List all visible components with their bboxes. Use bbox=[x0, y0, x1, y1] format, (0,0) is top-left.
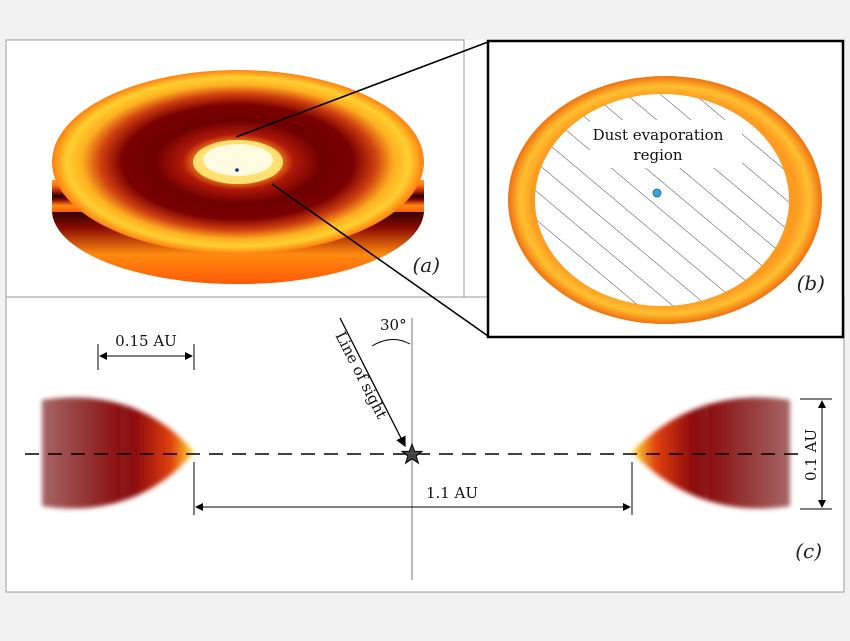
zoom-line-top bbox=[235, 41, 489, 138]
height-label: 0.1 AU bbox=[802, 429, 820, 481]
panel-a-label: (a) bbox=[412, 253, 440, 277]
region-text-bg bbox=[590, 120, 742, 168]
panel-b-label: (b) bbox=[797, 271, 825, 295]
central-star-b bbox=[652, 188, 662, 198]
angle-label: 30° bbox=[380, 316, 407, 334]
region-label-line1: Dust evaporation bbox=[593, 126, 724, 144]
inner-hole bbox=[203, 144, 273, 176]
panel-b: Dust evaporation region (b) bbox=[486, 39, 845, 339]
star-dot-a bbox=[235, 168, 239, 172]
line-of-sight-arrow bbox=[339, 317, 406, 448]
panel-a: (a) bbox=[5, 39, 465, 298]
central-star-c bbox=[400, 442, 424, 465]
distance-label: 1.1 AU bbox=[426, 484, 478, 502]
width-label: 0.15 AU bbox=[115, 332, 177, 350]
zoom-line-bottom bbox=[271, 183, 489, 337]
right-dust-rim bbox=[632, 397, 790, 509]
region-label-line2: region bbox=[633, 146, 682, 164]
left-dust-rim bbox=[42, 397, 194, 509]
angle-arc bbox=[371, 339, 411, 347]
panel-c-label: (c) bbox=[795, 539, 822, 563]
